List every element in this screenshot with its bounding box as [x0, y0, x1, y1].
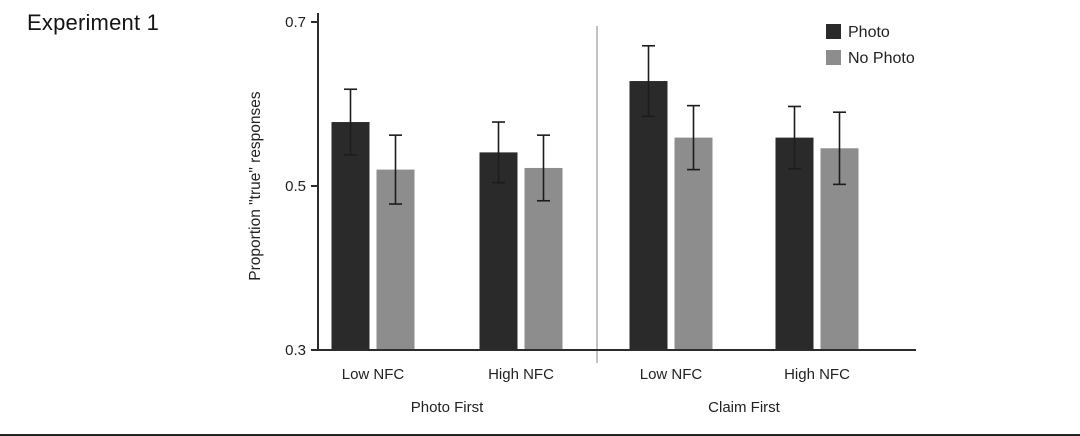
- y-axis-label: Proportion "true" responses: [247, 91, 264, 281]
- figure-title: Experiment 1: [27, 10, 160, 35]
- figure-bottom-rule: [0, 434, 1080, 436]
- panel-label-photo-first: Photo First: [411, 399, 484, 416]
- category-label-high-nfc: High NFC: [784, 366, 850, 383]
- bar-claim-first-high-nfc-photo: [775, 137, 814, 350]
- y-tick-label: 0.7: [285, 14, 306, 31]
- legend-swatch-photo: [826, 24, 841, 39]
- legend-swatch-no-photo: [826, 50, 841, 65]
- category-label-low-nfc: Low NFC: [640, 366, 703, 383]
- panel-label-claim-first: Claim First: [708, 399, 780, 416]
- legend-label-no-photo: No Photo: [848, 50, 915, 67]
- legend-label-photo: Photo: [848, 24, 890, 41]
- category-label-high-nfc: High NFC: [488, 366, 554, 383]
- y-tick-label: 0.5: [285, 178, 306, 195]
- category-label-low-nfc: Low NFC: [342, 366, 405, 383]
- bar-photo-first-high-nfc-photo: [479, 152, 518, 350]
- bar-claim-first-low-nfc-no-photo: [674, 137, 713, 350]
- y-tick-label: 0.3: [285, 342, 306, 359]
- bar-photo-first-low-nfc-photo: [331, 122, 370, 350]
- bar-claim-first-low-nfc-photo: [629, 81, 668, 350]
